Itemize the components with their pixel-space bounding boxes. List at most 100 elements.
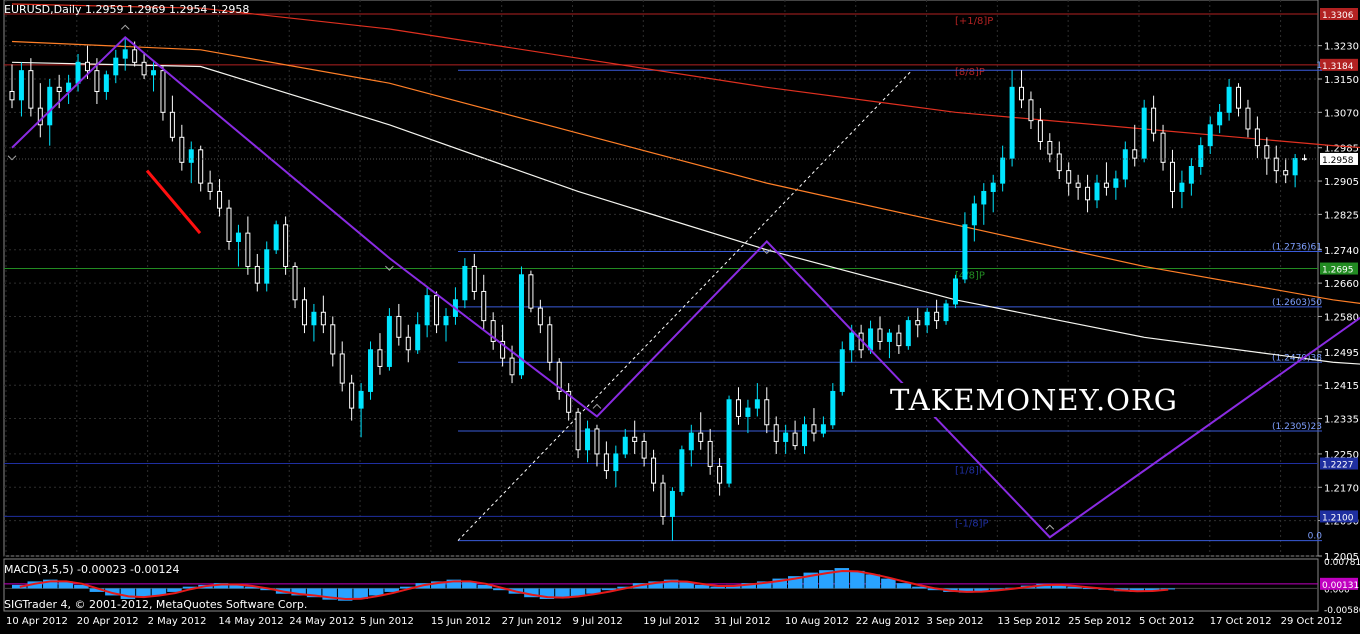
macd-signal-box [1320, 577, 1358, 590]
current-price-label: 1.2958 [1322, 156, 1354, 166]
bull-candle [839, 349, 845, 392]
bear-candle [160, 70, 166, 113]
copyright-text: SIGTrader 4, © 2001-2012, MetaQuotes Sof… [4, 598, 308, 611]
bull-candle [585, 428, 591, 451]
bull-candle [1226, 86, 1232, 113]
bull-candle [943, 303, 949, 322]
bear-candle [547, 324, 553, 363]
date-tick-label: 22 Aug 2012 [856, 616, 920, 627]
bear-candle [28, 70, 34, 109]
fractal-arrow-icon [7, 155, 17, 161]
murrey-price-box-label: 1.3184 [1322, 62, 1354, 72]
macd-histogram-bar [1051, 584, 1067, 589]
price-tick-label: 1.2905 [1324, 177, 1359, 188]
macd-indicator-label: MACD(3,5,5) -0.00023 -0.00124 [4, 563, 180, 576]
macd-histogram-bar [400, 586, 415, 589]
bull-candle [75, 61, 81, 84]
macd-histogram-bar [58, 581, 74, 589]
bull-candle [679, 449, 685, 492]
bear-candle [226, 207, 232, 242]
fractal-arrow-icon [120, 24, 130, 30]
murrey-level-label: [4/8]P [955, 271, 985, 282]
price-tick-label: 1.2170 [1324, 483, 1359, 494]
bear-candle [405, 336, 411, 351]
macd-histogram-bar [120, 588, 136, 599]
macd-histogram-bar [850, 570, 865, 589]
bull-candle [754, 399, 760, 409]
date-tick-label: 3 Sep 2012 [927, 616, 984, 627]
bull-candle [952, 278, 958, 305]
bull-candle [886, 332, 892, 342]
bear-candle [934, 311, 940, 322]
bear-candle [207, 182, 213, 192]
symbol-header: EURUSD,Daily 1.2959 1.2969 1.2954 1.2958 [4, 3, 250, 16]
date-tick-label: 15 Jun 2012 [431, 616, 491, 627]
bear-candle [94, 70, 100, 92]
macd-signal-line [19, 570, 1169, 601]
date-tick-label: 14 May 2012 [218, 616, 283, 627]
macd-histogram-bar [306, 588, 322, 598]
macd-histogram-bar [1067, 586, 1082, 589]
date-tick-label: 5 Oct 2012 [1139, 616, 1194, 627]
price-tick-label: 1.2415 [1324, 381, 1359, 392]
bear-candle [594, 428, 600, 455]
bull-candle [18, 70, 24, 101]
macd-histogram-bar [865, 574, 881, 589]
bear-candle [254, 265, 260, 284]
macd-histogram-bar [710, 586, 725, 589]
price-tick-label: 1.2660 [1324, 279, 1359, 290]
bear-candle [198, 149, 204, 184]
bull-candle [1113, 178, 1119, 188]
bull-candle [613, 453, 619, 472]
murrey-price-box [1320, 262, 1358, 275]
murrey-price-box-label: 1.3306 [1322, 11, 1354, 21]
macd-tick-label: 0.000 [1324, 585, 1350, 595]
bull-candle [462, 265, 468, 301]
macd-histogram-bar [384, 588, 399, 592]
macd-histogram-bar [462, 581, 477, 589]
fibonacci-level-label: (1.2305)23 [1272, 422, 1322, 432]
watermark-text: TAKEMONEY.ORG [886, 383, 1182, 417]
bull-candle [971, 203, 977, 226]
date-tick-label: 29 Oct 2012 [1281, 616, 1343, 627]
macd-histogram-bar [601, 588, 617, 591]
bear-candle [641, 440, 647, 459]
macd-histogram-bar [43, 579, 58, 589]
macd-histogram-bar [1082, 588, 1098, 590]
date-tick-label: 2 May 2012 [148, 616, 207, 627]
macd-histogram-bar [136, 588, 151, 598]
bull-candle [103, 74, 109, 92]
bear-candle [566, 390, 572, 413]
macd-histogram-bar [694, 584, 710, 589]
macd-histogram-bar [896, 583, 912, 589]
bear-candle [1056, 153, 1062, 172]
date-tick-label: 9 Jul 2012 [572, 616, 622, 627]
bull-candle [188, 149, 194, 163]
bear-candle [1160, 132, 1166, 163]
fractal-arrow-icon [762, 249, 772, 255]
bear-candle [37, 107, 43, 126]
bull-candle [802, 424, 808, 447]
main-chart-frame [3, 0, 1319, 557]
bear-candle [632, 436, 638, 442]
price-tick-label: 1.2985 [1324, 144, 1359, 155]
bear-candle [717, 465, 723, 484]
bear-candle [1273, 157, 1279, 172]
bear-candle [707, 440, 713, 467]
bear-candle [434, 295, 440, 326]
bull-candle [311, 311, 317, 326]
bear-candle [1236, 86, 1242, 109]
bear-candle [56, 86, 62, 92]
macd-histogram-bar [912, 586, 927, 589]
bull-candle [264, 249, 270, 284]
macd-histogram-bar [213, 583, 229, 589]
bull-candle [830, 390, 836, 426]
fibonacci-level-label: 0.0 [1308, 532, 1323, 542]
macd-histogram-bar [663, 579, 679, 589]
bear-candle [660, 482, 666, 517]
macd-subwindow-frame [3, 558, 1319, 612]
date-tick-label: 5 Jun 2012 [360, 616, 414, 627]
moving-average-line [11, 40, 1360, 304]
